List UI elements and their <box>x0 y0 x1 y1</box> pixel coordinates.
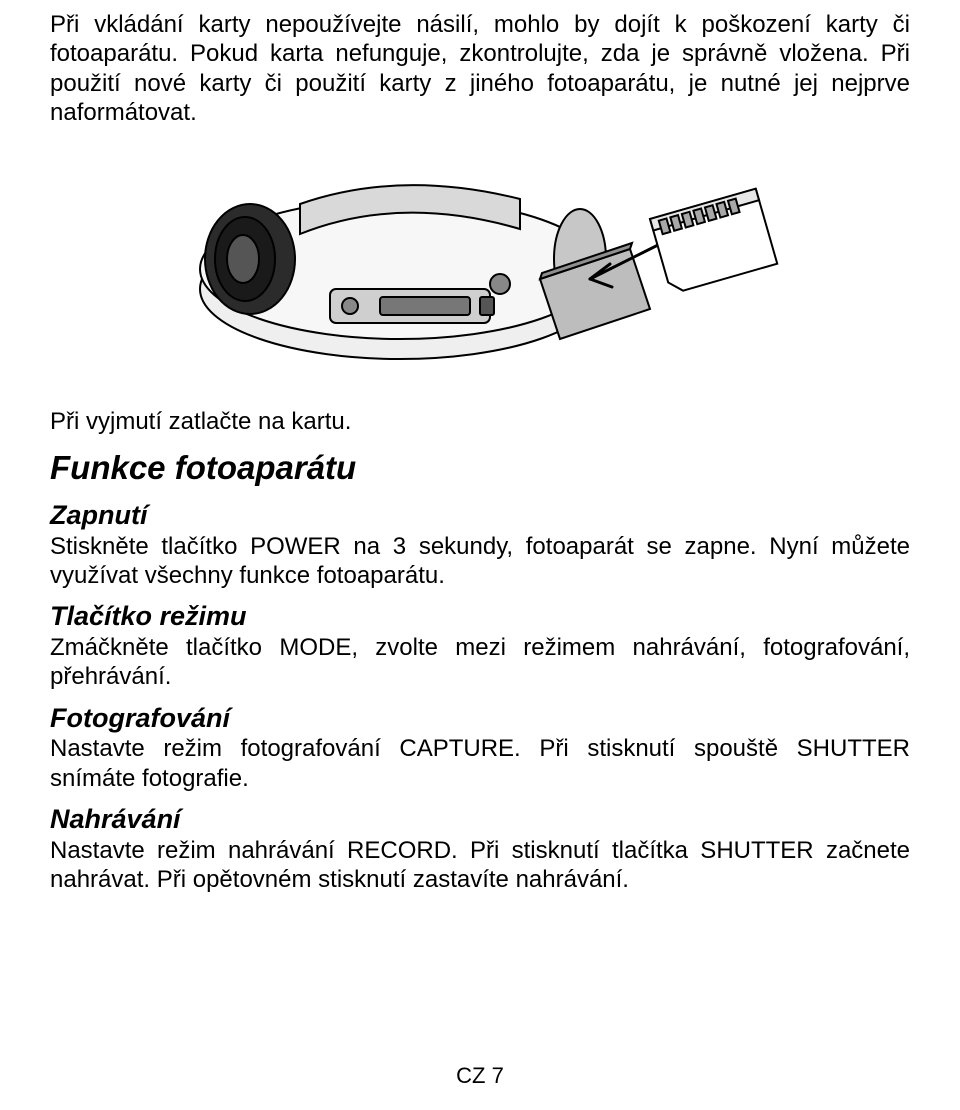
intro-paragraph: Při vkládání karty nepoužívejte násilí, … <box>50 10 910 127</box>
body-mode-button: Zmáčkněte tlačítko MODE, zvolte mezi rež… <box>50 633 910 692</box>
heading-photography: Fotografování <box>50 702 910 735</box>
body-recording: Nastavte režim nahrávání RECORD. Při sti… <box>50 836 910 895</box>
heading-mode-button: Tlačítko režimu <box>50 600 910 633</box>
eject-note: Při vyjmutí zatlačte na kartu. <box>50 407 910 436</box>
body-power-on: Stiskněte tlačítko POWER na 3 sekundy, f… <box>50 532 910 591</box>
page-footer: CZ 7 <box>0 1063 960 1090</box>
heading-recording: Nahrávání <box>50 803 910 836</box>
camera-sdcard-illustration <box>180 139 780 389</box>
body-photography: Nastavte režim fotografování CAPTURE. Př… <box>50 734 910 793</box>
heading-functions: Funkce fotoaparátu <box>50 448 910 488</box>
heading-power-on: Zapnutí <box>50 499 910 532</box>
